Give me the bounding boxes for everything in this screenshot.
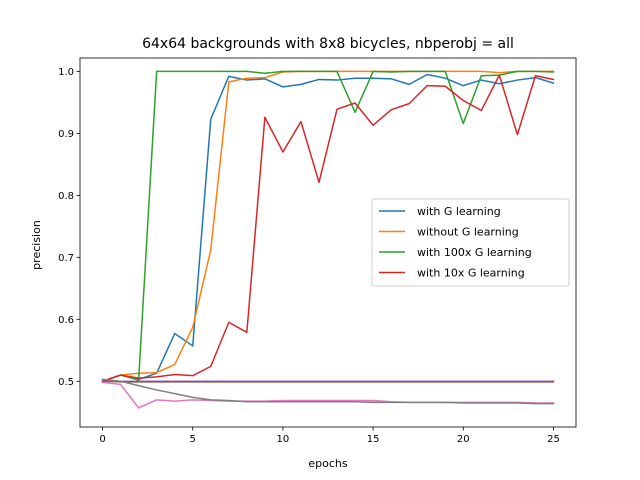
series-line-5: [101, 380, 555, 383]
legend-entry: with 10x G learning: [417, 267, 525, 280]
chart-title: 64x64 backgrounds with 8x8 bicycles, nbp…: [142, 36, 514, 52]
series-line-2: [101, 70, 555, 383]
x-tick-label: 25: [547, 434, 560, 445]
series-line-3: [101, 74, 555, 383]
x-tick-label: 0: [99, 434, 105, 445]
plot-area: 0 5 10 15 20 25 0.5 0.6 0.7 0.8 0.9 1.0: [58, 57, 577, 445]
x-tick-label: 20: [457, 434, 470, 445]
series-line-0: [101, 73, 555, 383]
legend-entry: with G learning: [417, 205, 501, 218]
x-tick-label: 10: [277, 434, 290, 445]
y-tick-label: 0.7: [58, 253, 74, 264]
x-axis-label: epochs: [308, 457, 347, 470]
series-line-7: [101, 378, 555, 405]
axes-frame: [79, 57, 577, 428]
y-tick-label: 0.8: [58, 191, 74, 202]
x-tick-label: 15: [367, 434, 380, 445]
legend: with G learning without G learning with 10…: [371, 198, 570, 287]
y-tick-label: 0.6: [58, 315, 74, 326]
y-tick-label: 1.0: [58, 67, 74, 78]
x-tick-label: 5: [190, 434, 196, 445]
y-tick-label: 0.5: [58, 377, 74, 388]
y-axis-label: precision: [30, 220, 43, 270]
y-tick-label: 0.9: [58, 129, 74, 140]
legend-entry: without G learning: [417, 226, 519, 239]
legend-entry: with 100x G learning: [417, 246, 532, 259]
legend-box: [371, 198, 570, 287]
